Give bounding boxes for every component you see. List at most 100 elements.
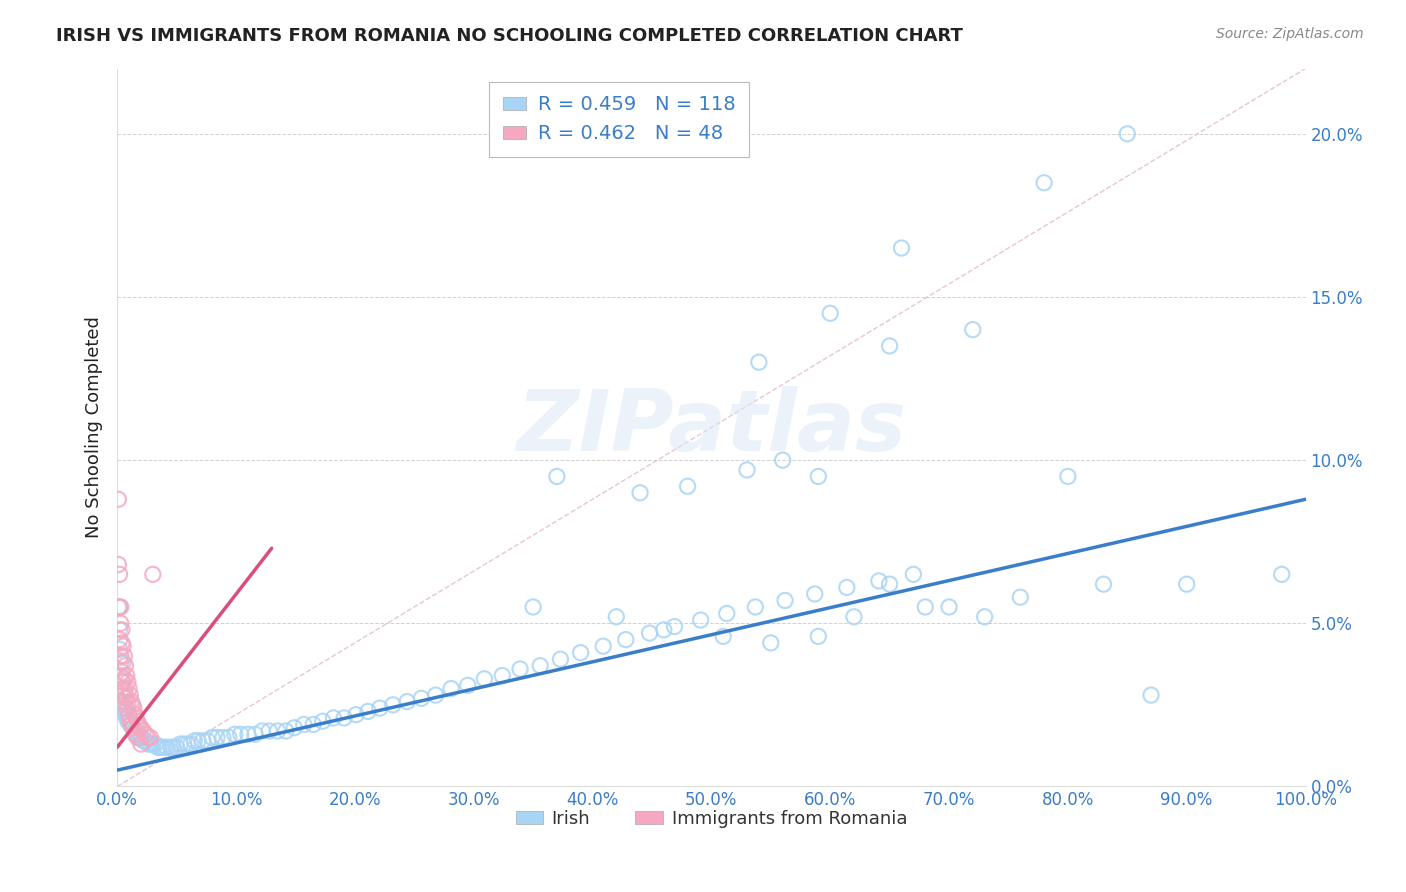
Point xyxy=(112,698,135,712)
Point xyxy=(744,599,766,614)
Point xyxy=(131,731,153,745)
Point xyxy=(117,675,139,690)
Point xyxy=(114,681,136,696)
Point xyxy=(243,727,266,741)
Point xyxy=(322,711,344,725)
Point xyxy=(842,609,865,624)
Point xyxy=(879,339,901,353)
Point xyxy=(115,691,138,706)
Point xyxy=(112,688,135,702)
Point xyxy=(173,737,195,751)
Point xyxy=(120,717,142,731)
Point xyxy=(112,639,135,653)
Point xyxy=(124,707,146,722)
Point xyxy=(120,695,142,709)
Point xyxy=(201,731,224,745)
Point xyxy=(127,731,149,745)
Point xyxy=(818,306,841,320)
Point xyxy=(108,599,131,614)
Point xyxy=(127,714,149,729)
Point xyxy=(716,607,738,621)
Point xyxy=(274,724,297,739)
Point xyxy=(229,727,252,741)
Point xyxy=(425,688,447,702)
Point xyxy=(457,678,479,692)
Point xyxy=(1056,469,1078,483)
Text: ZIPatlas: ZIPatlas xyxy=(516,386,907,469)
Point xyxy=(735,463,758,477)
Point xyxy=(411,691,433,706)
Point xyxy=(124,724,146,739)
Point xyxy=(396,695,419,709)
Point xyxy=(1033,176,1056,190)
Point xyxy=(835,581,858,595)
Point xyxy=(122,721,145,735)
Point xyxy=(333,711,356,725)
Point xyxy=(120,714,142,729)
Point xyxy=(136,737,159,751)
Point xyxy=(803,587,825,601)
Point xyxy=(236,727,259,741)
Point xyxy=(153,740,176,755)
Point xyxy=(129,737,152,751)
Point xyxy=(614,632,637,647)
Point xyxy=(150,740,173,755)
Point xyxy=(142,737,165,751)
Point xyxy=(112,656,135,670)
Point xyxy=(166,740,188,755)
Point xyxy=(807,469,830,483)
Point xyxy=(212,731,235,745)
Point xyxy=(107,558,129,572)
Point xyxy=(111,623,134,637)
Point xyxy=(114,691,136,706)
Point xyxy=(266,724,288,739)
Point xyxy=(127,727,149,741)
Point xyxy=(357,705,380,719)
Point xyxy=(509,662,531,676)
Point xyxy=(689,613,711,627)
Point xyxy=(136,731,159,745)
Point xyxy=(259,724,281,739)
Point xyxy=(146,740,169,755)
Point xyxy=(162,740,184,755)
Point xyxy=(139,737,162,751)
Point xyxy=(903,567,925,582)
Point xyxy=(108,623,131,637)
Point xyxy=(759,636,782,650)
Point xyxy=(110,648,132,663)
Point xyxy=(592,639,614,653)
Point xyxy=(108,642,131,657)
Point xyxy=(962,323,984,337)
Point xyxy=(128,731,150,745)
Point xyxy=(112,675,135,690)
Point xyxy=(773,593,796,607)
Point xyxy=(1175,577,1198,591)
Point xyxy=(169,737,191,751)
Point xyxy=(159,740,181,755)
Point xyxy=(381,698,404,712)
Point xyxy=(529,658,551,673)
Point xyxy=(250,724,273,739)
Point xyxy=(491,668,513,682)
Point xyxy=(122,701,145,715)
Point xyxy=(128,717,150,731)
Point xyxy=(605,609,627,624)
Point xyxy=(550,652,572,666)
Point xyxy=(1010,591,1032,605)
Point xyxy=(112,672,135,686)
Text: IRISH VS IMMIGRANTS FROM ROMANIA NO SCHOOLING COMPLETED CORRELATION CHART: IRISH VS IMMIGRANTS FROM ROMANIA NO SCHO… xyxy=(56,27,963,45)
Point xyxy=(676,479,699,493)
Point xyxy=(772,453,794,467)
Point xyxy=(110,616,132,631)
Point xyxy=(711,629,734,643)
Point xyxy=(344,707,367,722)
Point xyxy=(156,740,179,755)
Point xyxy=(1271,567,1294,582)
Point xyxy=(142,567,165,582)
Point xyxy=(546,469,568,483)
Point xyxy=(868,574,890,588)
Point xyxy=(118,707,141,722)
Point xyxy=(112,648,135,663)
Point xyxy=(128,727,150,741)
Point xyxy=(121,698,143,712)
